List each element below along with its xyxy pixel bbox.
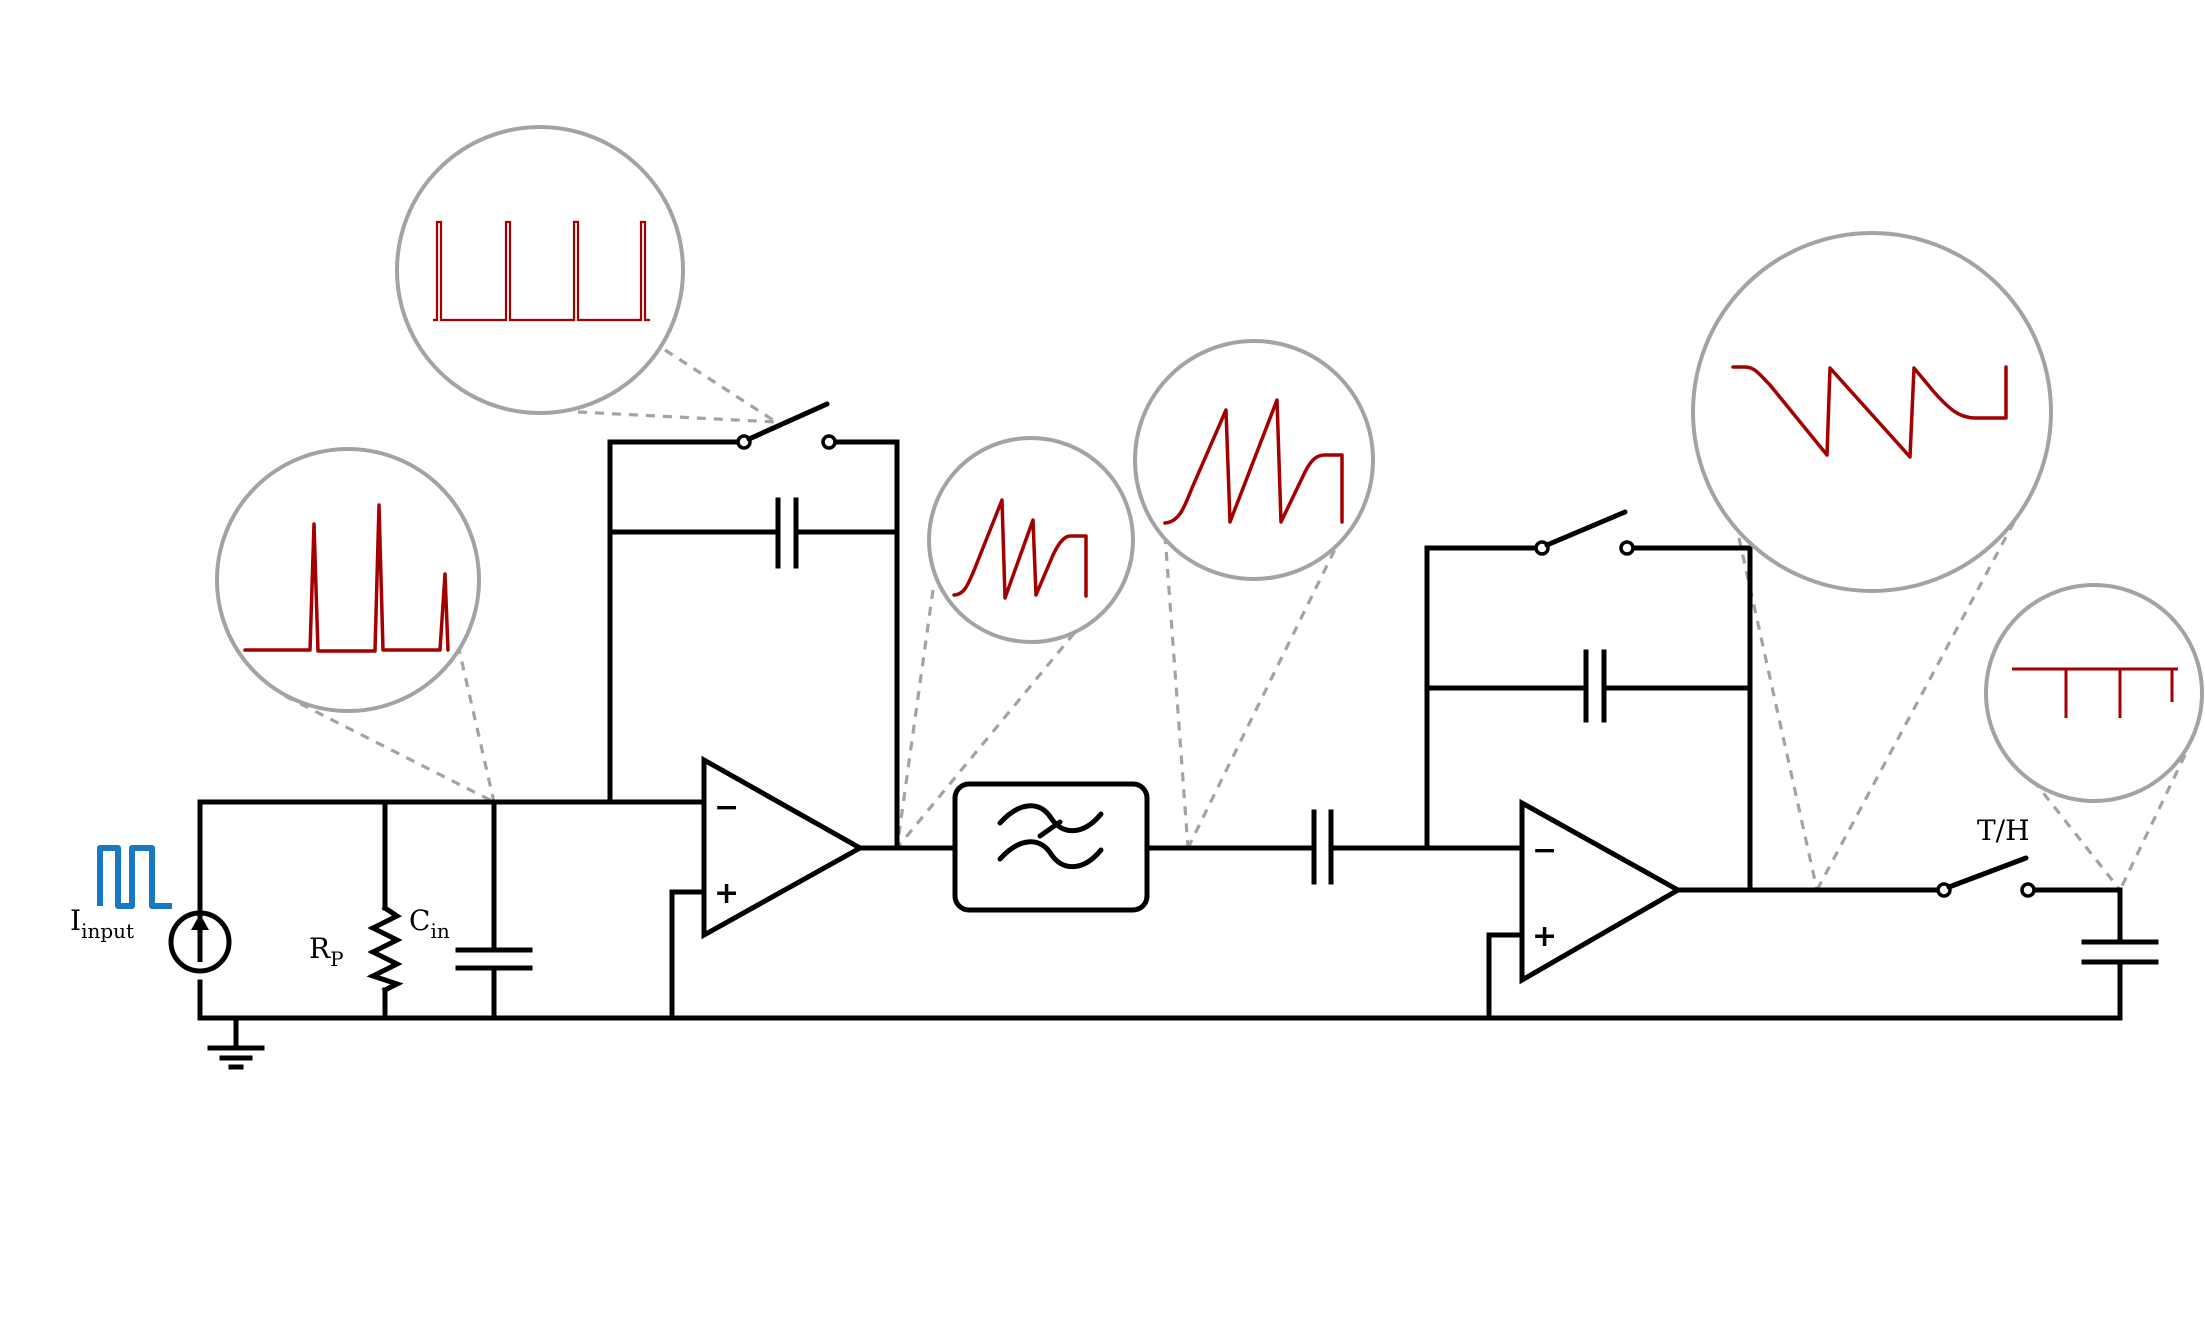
feedback-capacitor-1 [775, 497, 799, 569]
bandpass-filter-block [952, 781, 1150, 913]
input-current-label: Iinput [70, 904, 134, 943]
rp-label: RP [309, 932, 344, 971]
opamp1-plus-sign: + [714, 876, 739, 911]
hold-capacitor [2081, 939, 2159, 965]
feedback-capacitor-2 [1583, 649, 1607, 723]
coupling-capacitor [1311, 809, 1334, 885]
bubble-leaders [284, 348, 2187, 891]
opamp2-minus-sign: − [1532, 833, 1557, 868]
ground-icon [207, 1045, 265, 1070]
track-hold-label: T/H [1977, 814, 2030, 847]
circuit-wires [197, 439, 2123, 1051]
waveform-bubble-integrator-2-output [1691, 231, 2053, 593]
capacitor-cin [455, 947, 533, 971]
reset-switch-2 [1534, 509, 1635, 556]
waveform-bubble-input-node [215, 447, 481, 713]
current-source [168, 910, 232, 974]
waveform-bubble-track-hold-output [1984, 583, 2204, 803]
input-pulse-icon [97, 845, 172, 909]
waveform-bubble-reset-pulses [395, 125, 685, 415]
opamp-integrator-2 [1519, 798, 1684, 985]
resistor-rp [366, 904, 404, 994]
cin-label: Cin [409, 904, 450, 943]
opamp1-minus-sign: − [714, 790, 739, 825]
opamp-integrator-1 [701, 755, 866, 940]
waveform-bubble-filter-output [1133, 339, 1375, 581]
waveform-bubble-integrator-1-output [927, 436, 1135, 644]
opamp2-plus-sign: + [1532, 919, 1557, 954]
track-hold-switch [1936, 855, 2036, 898]
reset-switch-1 [736, 401, 837, 450]
